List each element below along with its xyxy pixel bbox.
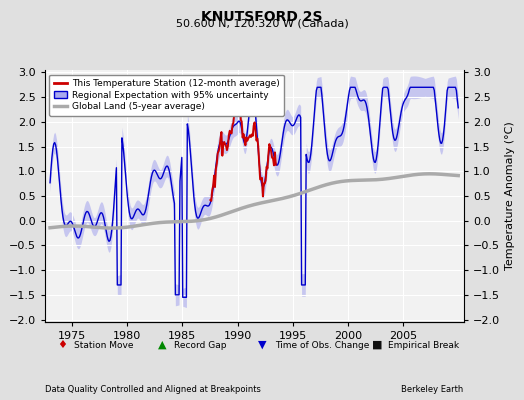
- Text: Data Quality Controlled and Aligned at Breakpoints: Data Quality Controlled and Aligned at B…: [45, 385, 260, 394]
- Legend: This Temperature Station (12-month average), Regional Expectation with 95% uncer: This Temperature Station (12-month avera…: [49, 74, 284, 116]
- Text: Berkeley Earth: Berkeley Earth: [401, 385, 464, 394]
- Text: Time of Obs. Change: Time of Obs. Change: [275, 340, 369, 350]
- Text: ▲: ▲: [158, 340, 166, 350]
- Y-axis label: Temperature Anomaly (°C): Temperature Anomaly (°C): [506, 122, 516, 270]
- Text: ▼: ▼: [258, 340, 267, 350]
- Text: Empirical Break: Empirical Break: [388, 340, 460, 350]
- Text: 50.600 N, 120.320 W (Canada): 50.600 N, 120.320 W (Canada): [176, 18, 348, 28]
- Text: Record Gap: Record Gap: [174, 340, 227, 350]
- Text: ■: ■: [372, 340, 382, 350]
- Text: KNUTSFORD 2S: KNUTSFORD 2S: [201, 10, 323, 24]
- Text: ♦: ♦: [57, 340, 67, 350]
- Text: Station Move: Station Move: [74, 340, 134, 350]
